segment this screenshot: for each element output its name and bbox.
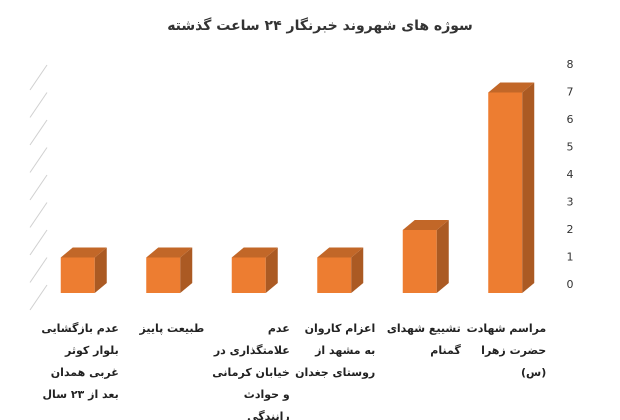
y-tick-label: 4 <box>567 168 574 181</box>
bar-top <box>231 247 278 258</box>
x-tick-label: عدم بازگشایی بلوار کوثر غربی همدان بعد ا… <box>41 322 119 401</box>
grid-line <box>29 257 48 283</box>
chart-title: سوژه های شهروند خبرنگار ۲۴ ساعت گذشته <box>167 17 473 34</box>
bar <box>317 247 364 293</box>
x-tick-label: مراسم شهادت حضرت زهرا (س) <box>466 322 547 379</box>
bar <box>146 247 193 293</box>
grid-line <box>29 119 48 146</box>
bar-top <box>146 247 193 258</box>
bar-front <box>402 230 437 293</box>
grid-line <box>29 147 48 173</box>
x-tick-label: تشییع شهدای گمنام <box>386 322 461 357</box>
y-tick-label: 0 <box>567 278 574 291</box>
y-tick-label: 6 <box>567 113 574 126</box>
grid-line <box>29 202 48 228</box>
grid-line <box>29 229 48 256</box>
bar-top <box>60 247 107 258</box>
y-tick-label: 5 <box>567 141 574 154</box>
bar <box>60 247 107 293</box>
bar-side <box>436 220 449 293</box>
y-tick-label: 7 <box>567 86 574 99</box>
bar-front <box>488 92 523 293</box>
bar-top <box>488 82 535 93</box>
bar-side <box>180 247 193 293</box>
bar-side <box>94 247 107 293</box>
grid-line <box>29 284 48 311</box>
x-tick-label: عدم علامتگذاری در خیابان کرمانی و حوادث … <box>212 322 290 420</box>
x-tick-label: اعزام کاروان به مشهد از روستای جغدان <box>295 322 376 379</box>
grid-line <box>29 92 48 118</box>
bar <box>402 220 449 293</box>
bar-top <box>402 220 449 230</box>
bar <box>231 247 278 293</box>
bar-front <box>60 257 95 293</box>
bar-front <box>231 257 266 293</box>
y-tick-label: 3 <box>567 196 574 209</box>
bar-side <box>522 82 535 293</box>
bar-front <box>317 257 352 293</box>
bar-side <box>351 247 364 293</box>
bar <box>488 82 535 293</box>
bar-front <box>146 257 181 293</box>
grid-line <box>29 64 48 91</box>
y-tick-label: 1 <box>567 251 574 264</box>
grid-line <box>29 174 48 201</box>
x-tick-label: طبیعت پاییز <box>139 322 205 335</box>
y-tick-label: 8 <box>567 58 574 71</box>
bar-side <box>265 247 278 293</box>
y-tick-label: 2 <box>567 223 574 236</box>
bar-top <box>317 247 364 258</box>
